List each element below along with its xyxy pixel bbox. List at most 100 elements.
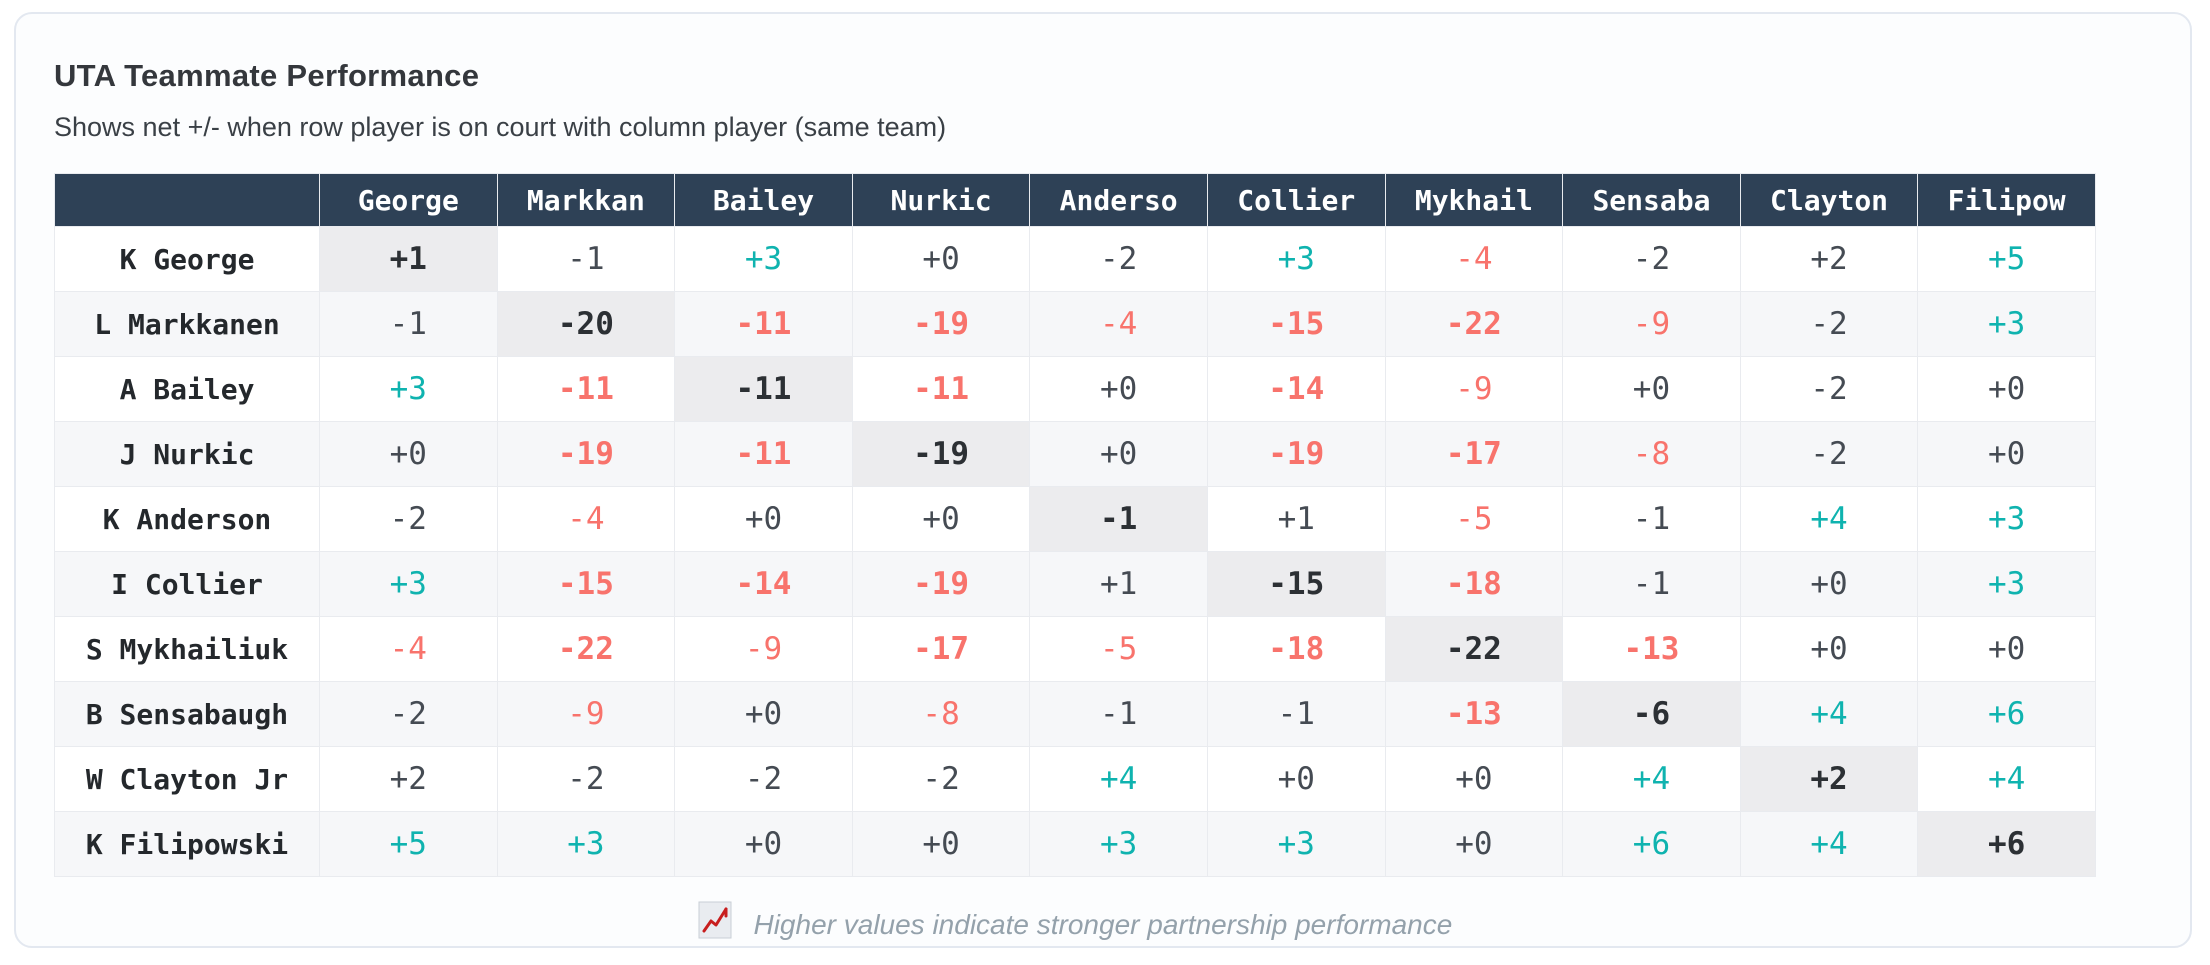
column-header-nurkic: Nurkic bbox=[851, 173, 1031, 227]
matrix-cell: -1 bbox=[1562, 486, 1741, 552]
matrix-cell: +0 bbox=[1917, 616, 2096, 682]
matrix-cell: -14 bbox=[1206, 356, 1386, 422]
matrix-cell: -15 bbox=[496, 551, 676, 617]
matrix-cell: -18 bbox=[1384, 551, 1564, 617]
matrix-cell: -4 bbox=[1029, 291, 1208, 357]
matrix-cell: +2 bbox=[1739, 746, 1919, 812]
matrix-cell: +3 bbox=[1206, 226, 1386, 292]
matrix-cell: -17 bbox=[851, 616, 1031, 682]
corner-cell bbox=[54, 173, 320, 227]
matrix-cell: +4 bbox=[1739, 811, 1919, 877]
matrix-cell: -2 bbox=[674, 746, 853, 812]
trend-chart-icon bbox=[698, 899, 732, 946]
matrix-cell: -4 bbox=[496, 486, 676, 552]
matrix-cell: -19 bbox=[851, 291, 1031, 357]
matrix-cell: -15 bbox=[1206, 551, 1386, 617]
matrix-cell: +0 bbox=[1384, 746, 1564, 812]
matrix-cell: -9 bbox=[674, 616, 853, 682]
matrix-cell: -11 bbox=[674, 291, 853, 357]
matrix-cell: -18 bbox=[1206, 616, 1386, 682]
teammate-performance-card: UTA Teammate Performance Shows net +/- w… bbox=[14, 12, 2192, 948]
matrix-cell: +6 bbox=[1562, 811, 1741, 877]
footer-note: Higher values indicate stronger partners… bbox=[54, 901, 2096, 946]
row-header-w-clayton-jr: W Clayton Jr bbox=[54, 746, 320, 812]
matrix-cell: +1 bbox=[1029, 551, 1208, 617]
table-row: I Collier +3 -15 -14 -19 +1 -15 -18 -1 +0 +3 bbox=[54, 551, 2096, 617]
matrix-cell: +4 bbox=[1739, 681, 1919, 747]
matrix-cell: +4 bbox=[1029, 746, 1208, 812]
matrix-header-row: George Markkan Bailey Nurkic Anderso Collier M… bbox=[54, 173, 2096, 227]
matrix-cell: +3 bbox=[319, 551, 498, 617]
matrix-cell: +1 bbox=[319, 226, 498, 292]
matrix-cell: -8 bbox=[1562, 421, 1741, 487]
column-header-george: George bbox=[319, 173, 498, 227]
row-header-k-filipowski: K Filipowski bbox=[54, 811, 320, 877]
matrix-cell: +3 bbox=[496, 811, 676, 877]
matrix-cell: +0 bbox=[1384, 811, 1564, 877]
row-header-b-sensabaugh: B Sensabaugh bbox=[54, 681, 320, 747]
matrix-cell: -5 bbox=[1384, 486, 1564, 552]
matrix-cell: -11 bbox=[851, 356, 1031, 422]
matrix-cell: -15 bbox=[1206, 291, 1386, 357]
row-header-i-collier: I Collier bbox=[54, 551, 320, 617]
matrix-cell: -2 bbox=[1739, 421, 1919, 487]
matrix-cell: -20 bbox=[496, 291, 676, 357]
matrix-cell: +0 bbox=[1739, 616, 1919, 682]
matrix-cell: -11 bbox=[674, 356, 853, 422]
matrix-cell: -5 bbox=[1029, 616, 1208, 682]
matrix-cell: +0 bbox=[851, 486, 1031, 552]
table-row: W Clayton Jr +2 -2 -2 -2 +4 +0 +0 +4 +2 +4 bbox=[54, 746, 2096, 812]
matrix-cell: +0 bbox=[674, 811, 853, 877]
matrix-cell: -9 bbox=[1562, 291, 1741, 357]
matrix-cell: -2 bbox=[851, 746, 1031, 812]
matrix-cell: +0 bbox=[851, 226, 1031, 292]
row-header-k-anderson: K Anderson bbox=[54, 486, 320, 552]
column-header-markkan: Markkan bbox=[496, 173, 676, 227]
matrix-cell: -2 bbox=[1739, 291, 1919, 357]
matrix-cell: +3 bbox=[674, 226, 853, 292]
table-row: B Sensabaugh -2 -9 +0 -8 -1 -1 -13 -6 +4 +6 bbox=[54, 681, 2096, 747]
footer-note-text: Higher values indicate stronger partners… bbox=[753, 908, 1453, 940]
matrix-cell: -2 bbox=[319, 486, 498, 552]
table-row: S Mykhailiuk -4 -22 -9 -17 -5 -18 -22 -13 +0 +0 bbox=[54, 616, 2096, 682]
matrix-cell: -13 bbox=[1384, 681, 1564, 747]
matrix-cell: +3 bbox=[1917, 551, 2096, 617]
matrix-cell: -1 bbox=[319, 291, 498, 357]
matrix-cell: -17 bbox=[1384, 421, 1564, 487]
column-header-filipow: Filipow bbox=[1917, 173, 2096, 227]
matrix-cell: -4 bbox=[319, 616, 498, 682]
column-header-sensaba: Sensaba bbox=[1562, 173, 1741, 227]
matrix-cell: +3 bbox=[319, 356, 498, 422]
matrix-cell: -2 bbox=[1029, 226, 1208, 292]
matrix-cell: -11 bbox=[674, 421, 853, 487]
matrix-cell: +0 bbox=[1739, 551, 1919, 617]
matrix-cell: +0 bbox=[1562, 356, 1741, 422]
matrix-cell: +3 bbox=[1917, 486, 2096, 552]
row-header-l-markkanen: L Markkanen bbox=[54, 291, 320, 357]
matrix-cell: -22 bbox=[496, 616, 676, 682]
matrix-cell: +5 bbox=[1917, 226, 2096, 292]
card-subtitle: Shows net +/- when row player is on cour… bbox=[54, 112, 947, 142]
matrix-cell: -13 bbox=[1562, 616, 1741, 682]
table-row: K Anderson -2 -4 +0 +0 -1 +1 -5 -1 +4 +3 bbox=[54, 486, 2096, 552]
matrix-cell: -4 bbox=[1384, 226, 1564, 292]
row-header-s-mykhailiuk: S Mykhailiuk bbox=[54, 616, 320, 682]
matrix-cell: -11 bbox=[496, 356, 676, 422]
matrix-cell: +0 bbox=[1917, 421, 2096, 487]
row-header-a-bailey: A Bailey bbox=[54, 356, 320, 422]
matrix-cell: +2 bbox=[319, 746, 498, 812]
matrix-cell: -2 bbox=[319, 681, 498, 747]
matrix-cell: +3 bbox=[1917, 291, 2096, 357]
matrix-cell: +0 bbox=[674, 486, 853, 552]
matrix-cell: -6 bbox=[1562, 681, 1741, 747]
matrix-cell: -19 bbox=[1206, 421, 1386, 487]
matrix-cell: +6 bbox=[1917, 681, 2096, 747]
matrix-cell: +0 bbox=[319, 421, 498, 487]
row-header-j-nurkic: J Nurkic bbox=[54, 421, 320, 487]
column-header-collier: Collier bbox=[1206, 173, 1386, 227]
table-row: A Bailey +3 -11 -11 -11 +0 -14 -9 +0 -2 +0 bbox=[54, 356, 2096, 422]
matrix-cell: -2 bbox=[496, 746, 676, 812]
table-row: K George +1 -1 +3 +0 -2 +3 -4 -2 +2 +5 bbox=[54, 226, 2096, 292]
matrix-cell: +1 bbox=[1206, 486, 1386, 552]
matrix-cell: +0 bbox=[1029, 421, 1208, 487]
